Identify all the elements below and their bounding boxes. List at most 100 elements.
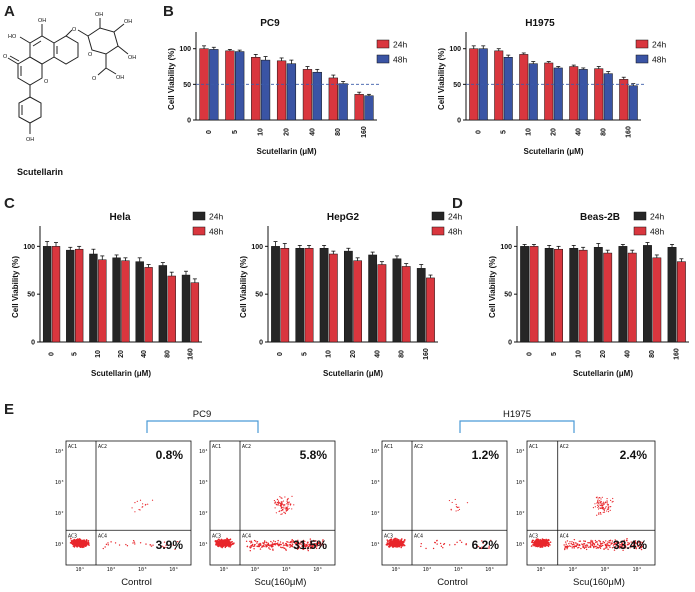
- flow-dot: [599, 511, 602, 514]
- bar-hepg2-24h-20: [343, 250, 353, 343]
- flow-dot: [279, 496, 281, 498]
- legend-label-h1975-48h: 48h: [652, 55, 666, 65]
- flow-dot: [611, 542, 613, 544]
- flow-dot: [74, 540, 76, 542]
- flow-dot: [223, 543, 226, 545]
- chart-title-hepg2: HepG2: [327, 212, 360, 223]
- flow-dot: [147, 503, 149, 505]
- flow-dot: [107, 544, 109, 546]
- flow-dot: [595, 496, 598, 499]
- flow-dot: [252, 545, 255, 548]
- flow-dot: [302, 542, 304, 544]
- flow-dot: [253, 539, 256, 542]
- flow-dot: [594, 503, 596, 505]
- flow-dot: [607, 504, 609, 506]
- flow-dot: [575, 542, 577, 544]
- flow-dot: [620, 543, 623, 545]
- flow-dot: [400, 539, 402, 541]
- flow-dot: [567, 545, 569, 548]
- flow-dot: [310, 547, 312, 549]
- flow-dot: [619, 547, 621, 549]
- flow-x-tick: 10¹: [536, 567, 545, 573]
- o-link-bond: [65, 29, 73, 37]
- panel-label-e: E: [4, 401, 14, 418]
- x-tick-label-hepg2: 40: [374, 350, 381, 358]
- flow-dot: [265, 546, 267, 548]
- flow-plot-PC9-0: AC1 AC2 AC3 AC4 10⁴ 10³ 10² 10¹ 10¹ 10² 10³ 10⁴ 0.8%…: [55, 440, 192, 588]
- flow-dot: [270, 544, 272, 546]
- flow-dot: [132, 542, 134, 544]
- flow-dot: [81, 543, 84, 546]
- flow-dot: [456, 541, 458, 544]
- flow-dot: [609, 546, 611, 549]
- bar-hela-48h-160: [190, 282, 200, 343]
- flow-dot: [139, 509, 141, 511]
- flow-dot: [291, 542, 293, 544]
- flow-dot: [313, 544, 316, 546]
- bar-hela-24h-20: [112, 257, 121, 343]
- flow-dot: [442, 547, 444, 549]
- x-tick-label-beas2b: 40: [625, 350, 632, 358]
- flow-dot: [386, 539, 389, 541]
- flow-dot: [459, 539, 461, 542]
- flow-dot: [454, 498, 456, 501]
- flow-dot: [73, 543, 75, 546]
- flow-dot: [599, 507, 601, 509]
- flow-dot: [611, 540, 614, 542]
- flow-dot: [617, 541, 620, 543]
- flow-dot: [601, 544, 604, 547]
- flow-dot: [280, 510, 283, 512]
- flow-dot: [282, 506, 284, 509]
- x-tick-label-beas2b: 80: [649, 350, 656, 358]
- flow-dot: [162, 546, 165, 548]
- quadrant-label: AC3: [68, 533, 77, 539]
- flow-dot: [388, 544, 390, 546]
- flow-dot: [107, 542, 109, 544]
- flow-dot: [283, 547, 286, 549]
- flow-dot: [296, 541, 298, 544]
- quadrant-label: AC4: [414, 533, 423, 539]
- flow-x-tick: 10²: [251, 567, 260, 573]
- flow-dot: [322, 539, 324, 541]
- flow-dot: [609, 539, 612, 542]
- flow-dot: [299, 547, 301, 549]
- flow-dot: [79, 540, 82, 543]
- flow-dot: [627, 541, 629, 544]
- x-tick-label-hepg2: 80: [399, 350, 406, 358]
- flow-dot: [170, 543, 172, 545]
- flow-dot: [458, 506, 460, 508]
- flow-dot: [597, 543, 599, 546]
- flow-dot: [272, 543, 275, 545]
- flow-dot: [142, 506, 144, 508]
- flow-dot: [401, 544, 403, 546]
- y-tick-label-h1975: 0: [457, 118, 461, 125]
- flow-dot: [289, 546, 291, 548]
- flow-dot: [600, 543, 602, 546]
- flow-dot: [285, 549, 287, 551]
- flow-y-tick: 10³: [516, 480, 525, 486]
- bar-h1975-24h-5: [494, 50, 504, 121]
- flow-dot: [312, 539, 315, 542]
- flow-dot: [545, 543, 548, 546]
- flow-dot: [315, 540, 317, 542]
- flow-dot: [118, 544, 121, 546]
- flow-dot: [71, 540, 73, 543]
- flow-dot: [396, 541, 399, 543]
- flow-dot: [285, 544, 288, 547]
- flow-dot: [537, 544, 540, 546]
- flow-dot: [296, 547, 298, 549]
- flow-dot: [625, 547, 627, 549]
- flow-dot: [110, 541, 112, 543]
- flow-dot: [259, 543, 262, 545]
- flow-dot: [291, 495, 293, 497]
- flow-dot: [605, 546, 608, 548]
- flow-dot: [284, 544, 286, 546]
- flow-dot: [635, 542, 637, 545]
- flow-dot: [264, 544, 266, 546]
- bar-h1975-48h-5: [503, 57, 513, 121]
- x-tick-label-beas2b: 20: [600, 350, 607, 358]
- flow-dot: [603, 509, 605, 511]
- flow-dot: [279, 502, 281, 504]
- flow-dot: [297, 547, 300, 550]
